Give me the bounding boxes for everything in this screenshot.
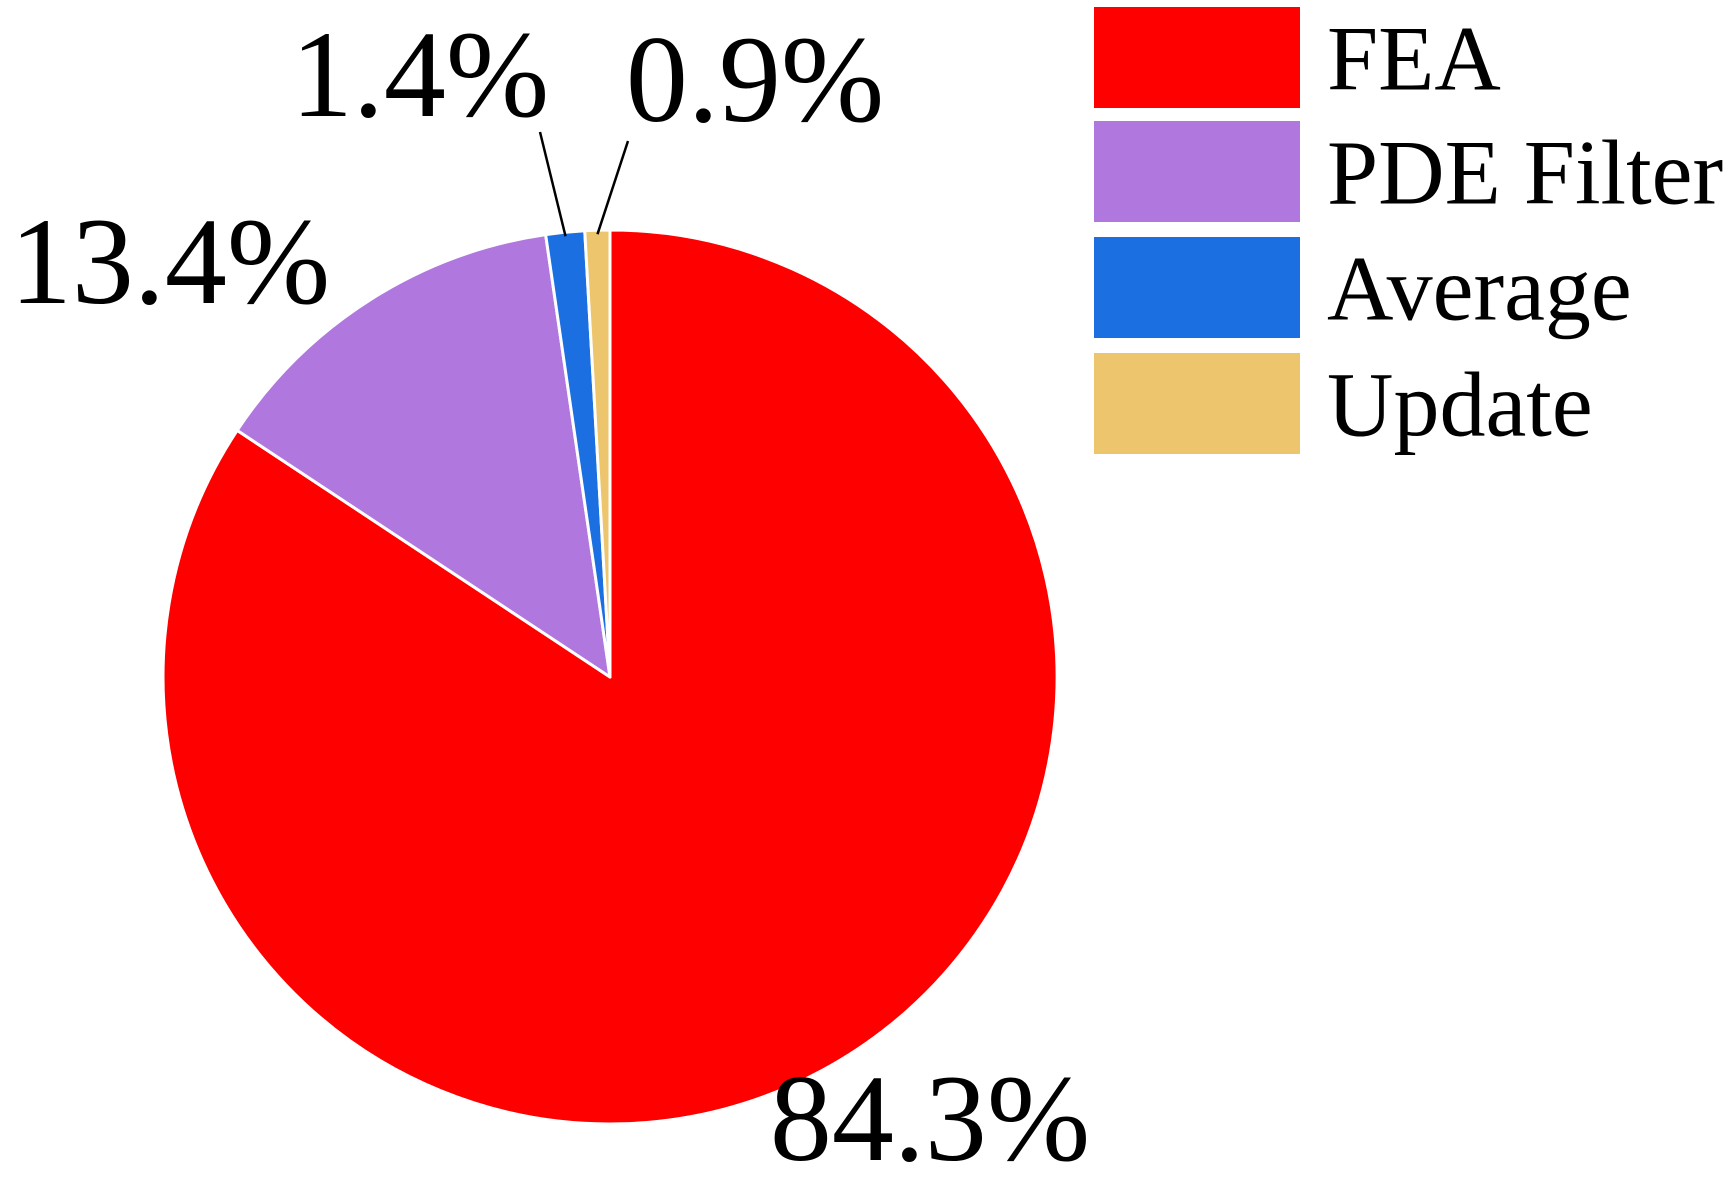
pie-slices [161,228,1059,1126]
legend-label-update: Update [1327,354,1593,456]
leader-lines [538,131,630,237]
pie-slice-update [583,228,612,679]
legend-swatch-pde-filter [1094,121,1300,222]
leader-line-update [596,140,630,235]
slice-label-fea: 84.3% [770,1050,1090,1186]
pie-slice-pde-filter [235,233,612,679]
percentage-labels: 84.3% 13.4% 1.4% 0.9% [10,6,1090,1187]
legend: FEA PDE Filter Average Update [1094,7,1723,456]
legend-label-fea: FEA [1327,8,1501,110]
slice-label-average: 1.4% [291,6,549,143]
slice-label-pde-filter: 13.4% [10,193,330,330]
legend-swatch-update [1094,353,1300,454]
legend-swatch-fea [1094,7,1300,108]
leader-line-average [538,131,567,237]
legend-swatch-average [1094,237,1300,338]
slice-label-update: 0.9% [626,11,884,148]
legend-label-pde-filter: PDE Filter [1327,122,1723,224]
legend-label-average: Average [1327,238,1632,340]
